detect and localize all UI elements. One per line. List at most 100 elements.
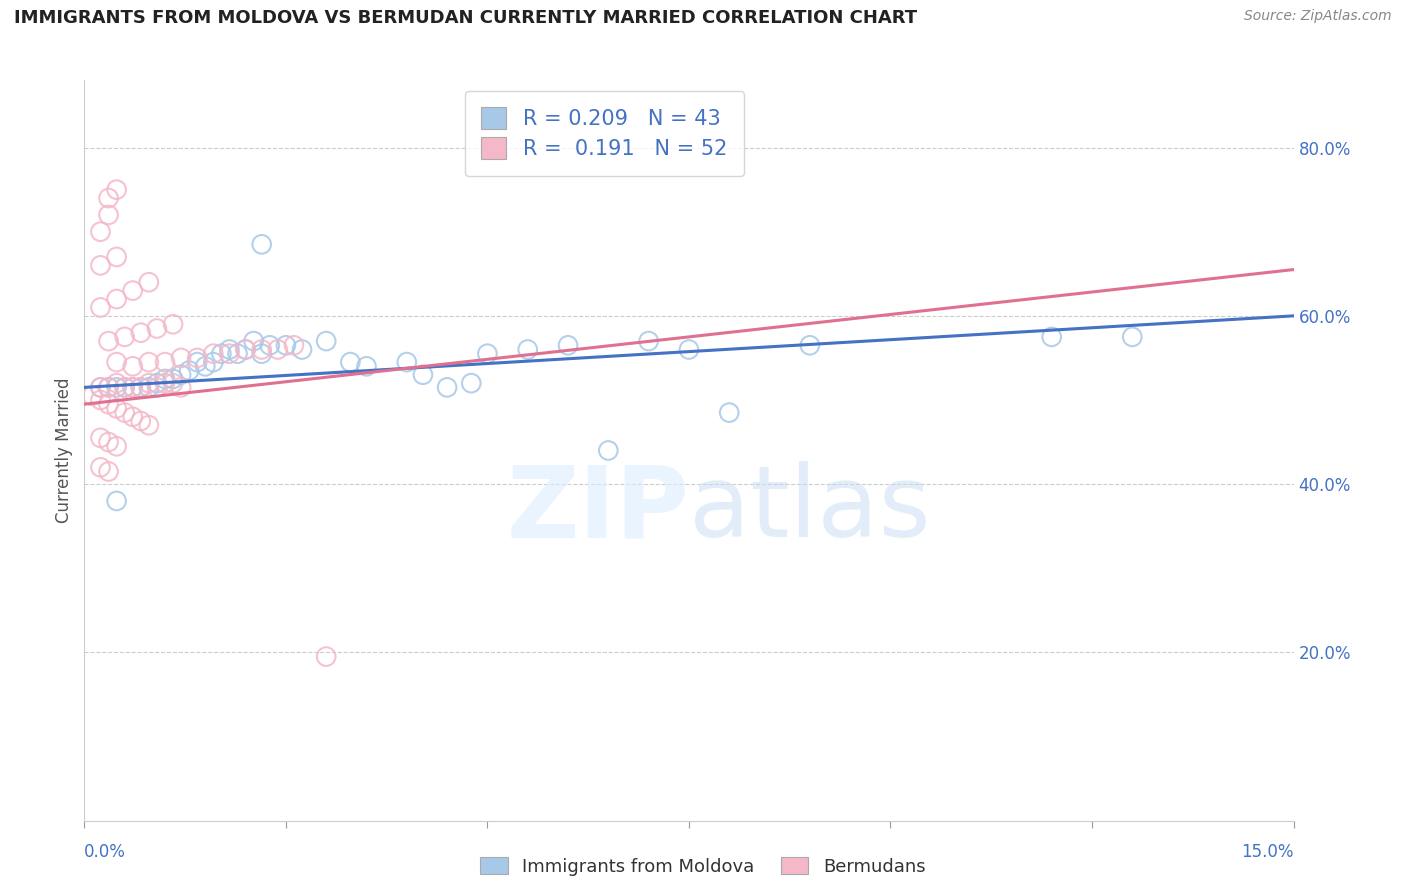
Point [436,380,458,394]
Text: 0.0%: 0.0% [84,843,127,861]
Point [97,334,120,348]
Point [129,326,152,340]
Point [82,389,104,403]
Text: atlas: atlas [689,461,931,558]
Point [129,414,152,428]
Point [1040,330,1063,344]
Point [138,376,160,391]
Point [129,380,152,394]
Point [186,355,208,369]
Point [799,338,821,352]
Point [89,460,111,475]
Point [218,343,240,357]
Point [89,259,111,273]
Point [138,275,160,289]
Point [146,380,169,394]
Point [250,347,273,361]
Point [121,359,143,374]
Point [97,191,120,205]
Point [153,376,176,391]
Point [162,372,184,386]
Point [97,380,120,394]
Point [412,368,434,382]
Legend: Immigrants from Moldova, Bermudans: Immigrants from Moldova, Bermudans [474,850,932,883]
Point [89,380,111,394]
Point [718,406,741,420]
Point [105,439,128,453]
Point [105,494,128,508]
Point [105,183,128,197]
Point [315,649,337,664]
Point [105,292,128,306]
Point [315,334,337,348]
Point [194,359,217,374]
Point [138,355,160,369]
Point [170,368,193,382]
Text: 15.0%: 15.0% [1241,843,1294,861]
Point [146,376,169,391]
Point [105,376,128,391]
Point [235,343,257,357]
Point [89,392,111,407]
Y-axis label: Currently Married: Currently Married [55,377,73,524]
Point [267,343,290,357]
Text: Source: ZipAtlas.com: Source: ZipAtlas.com [1244,9,1392,23]
Point [202,355,225,369]
Point [114,380,136,394]
Point [259,338,281,352]
Point [250,237,273,252]
Point [121,380,143,394]
Point [162,376,184,391]
Point [395,355,418,369]
Point [114,380,136,394]
Point [121,409,143,424]
Point [291,343,314,357]
Point [105,401,128,416]
Legend: R = 0.209   N = 43, R =  0.191   N = 52: R = 0.209 N = 43, R = 0.191 N = 52 [464,91,744,176]
Point [274,338,297,352]
Point [114,330,136,344]
Point [283,338,305,352]
Point [1121,330,1143,344]
Point [637,334,659,348]
Point [250,343,273,357]
Point [138,418,160,433]
Point [170,351,193,365]
Point [226,347,249,361]
Point [202,347,225,361]
Point [114,406,136,420]
Point [89,431,111,445]
Point [89,301,111,315]
Point [356,359,378,374]
Point [97,435,120,450]
Point [97,380,120,394]
Point [598,443,620,458]
Point [153,372,176,386]
Point [105,355,128,369]
Text: ZIP: ZIP [506,461,689,558]
Point [460,376,482,391]
Point [242,334,264,348]
Point [105,380,128,394]
Point [162,318,184,332]
Point [516,343,538,357]
Point [218,347,240,361]
Point [146,321,169,335]
Point [209,347,232,361]
Point [557,338,579,352]
Point [339,355,361,369]
Point [97,397,120,411]
Point [105,250,128,264]
Point [477,347,499,361]
Point [235,343,257,357]
Point [170,380,193,394]
Point [678,343,700,357]
Point [179,363,201,377]
Point [186,351,208,365]
Point [121,380,143,394]
Point [153,355,176,369]
Point [129,380,152,394]
Point [138,380,160,394]
Point [97,208,120,222]
Point [89,380,111,394]
